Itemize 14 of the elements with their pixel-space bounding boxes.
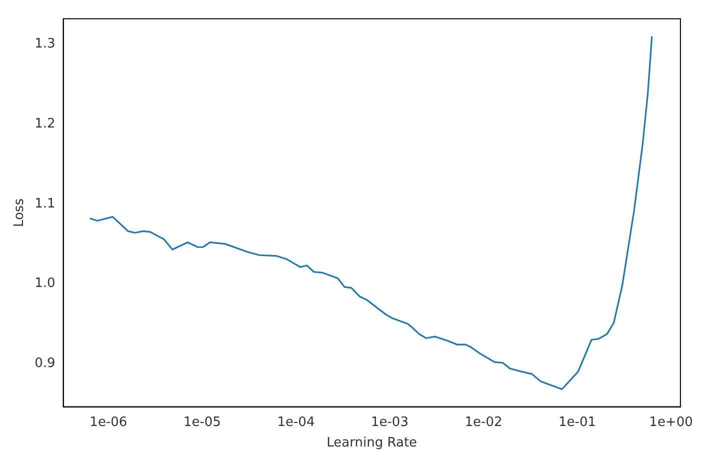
x-tick-label: 1e-01 <box>558 414 596 430</box>
y-tick-label: 1.2 <box>34 116 56 132</box>
x-tick-label: 1e-05 <box>183 414 221 430</box>
x-tick-label: 1e-04 <box>277 414 315 430</box>
y-tick-label: 1.1 <box>34 196 56 212</box>
x-axis-title: Learning Rate <box>326 436 418 451</box>
x-tick-label: 1e-03 <box>370 414 408 430</box>
x-tick-label: 1e+00 <box>649 414 693 430</box>
x-tick-label: 1e-06 <box>90 414 128 430</box>
y-tick-label: 0.9 <box>34 356 56 372</box>
y-axis-title: Loss <box>12 198 28 228</box>
x-tick-label: 1e-02 <box>464 414 502 430</box>
y-tick-label: 1.3 <box>34 36 56 52</box>
y-tick-label: 1.0 <box>34 276 56 292</box>
